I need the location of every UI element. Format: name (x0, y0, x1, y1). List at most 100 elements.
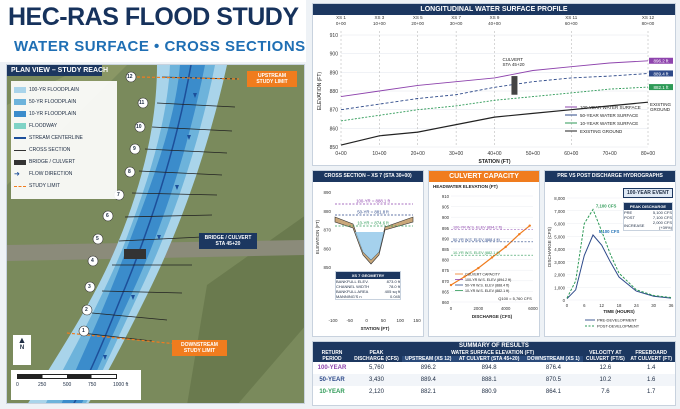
bridge-icon (14, 159, 26, 165)
y-axis-label: ELEVATION (FT) (317, 72, 323, 110)
table-row: CHANNEL WIDTH 78.0 ft (336, 284, 400, 289)
series-line (340, 73, 649, 111)
legend-item: 50-YR FLOODPLAIN (14, 96, 114, 108)
culvert-mark (511, 76, 518, 95)
capacity-point (490, 256, 494, 259)
legend-label: PRE-DEVELOPMENT (597, 318, 637, 323)
xs-number: 7 (117, 192, 120, 198)
x-tick-label: 80+00 (641, 151, 655, 157)
capacity-point (504, 245, 507, 249)
table-row: BANKFULL AREA 405 sq ft (336, 289, 400, 294)
y-tick-label: 885 (442, 247, 450, 252)
geometry-table: BANKFULL ELEV. 873.0 ft CHANNEL WIDTH 78.0… (336, 279, 400, 299)
y-axis-label: DISCHARGE (CFS) (547, 227, 552, 268)
legend-label: 50-YR W.S. ELEV (888.4 ft) (465, 284, 509, 288)
x-tick-label: 0+00 (335, 151, 346, 157)
geometry-title: XS 7 GEOMETRY (336, 272, 400, 279)
legend-label: EXISTING GROUND (580, 129, 623, 134)
end-label-badge (649, 57, 673, 64)
north-arrow-icon: ▲ (17, 335, 27, 345)
north-arrow: ▲ N (13, 335, 31, 365)
wse-label: 100-YR W.S. ELEV (894.2 ft) (453, 225, 503, 229)
x-tick-label: -50 (347, 318, 354, 323)
scale-tick: 250 (38, 382, 47, 388)
peak-table: PRE 5,100 CFS POST 7,100 CFS INCREASE 2,000… (624, 210, 672, 230)
header: HEC-RAS FLOOD STUDY WATER SURFACE • CROS… (0, 0, 306, 62)
flow-arrows (103, 93, 197, 360)
legend-item: STREAM CENTERLINE (14, 132, 114, 144)
y-tick-label: 910 (330, 33, 339, 39)
y-tick-label: 2,000 (554, 273, 565, 278)
legend-swatch (14, 87, 26, 93)
x-tick-label: 36 (669, 303, 674, 308)
xs-label: XS 5 (413, 15, 423, 20)
y-tick-label: 895 (442, 226, 450, 231)
q100-label: Q100 = 5,760 CFS (498, 296, 532, 301)
plan-view: 1 2 3 4 5 6 7 8 9 10 11 12 PLAN VIEW – S… (6, 64, 305, 404)
x-tick-label: 50+00 (526, 151, 540, 157)
scale-bar-graphic (17, 374, 117, 379)
summary-header-row: RETURN PERIOD PEAK DISCHARGE (CFS) WATER… (313, 350, 675, 362)
y-tick-label: 1,000 (554, 285, 565, 290)
study-limit-icon (14, 185, 26, 187)
wse-label: 100-YR = 888.1 ft (356, 199, 391, 204)
table-row: INCREASE 2,000 CFS (+39%) (624, 220, 672, 230)
y-tick-label: 850 (330, 145, 339, 151)
culvert-chart: HEADWATER ELEVATION (FT) 910 905 900 895 890 8… (433, 184, 538, 319)
y-tick-label: 870 (442, 279, 450, 284)
scale-bar: 0 250 500 750 1000 ft (11, 370, 141, 400)
x-tick-label: 6000 (528, 306, 538, 311)
culvert-panel: CULVERT CAPACITY HEADWATER ELEVATION (FT… (428, 170, 540, 337)
x-tick-label: 24 (634, 303, 639, 308)
y-tick-label: 7,000 (554, 209, 565, 214)
hydro-panel: PRE VS POST DISCHARGE HYDROGRAPHS 8,000 7… (544, 170, 676, 337)
x-tick-label: 12 (599, 303, 604, 308)
xs-number: 9 (133, 146, 136, 152)
capacity-point (477, 266, 480, 270)
y-tick-label: 860 (323, 246, 331, 251)
y-tick-label: 880 (442, 258, 450, 263)
bridge-label: BRIDGE / CULVERT STA 45+20 (199, 233, 257, 249)
capacity-point (449, 283, 453, 287)
summary-title: SUMMARY OF RESULTS (313, 342, 675, 350)
legend-item: 10-YR FLOODPLAIN (14, 108, 114, 120)
x-tick-label: 10+00 (372, 151, 386, 157)
existing-ground-label: GROUND (650, 107, 671, 112)
ground-section (334, 216, 414, 265)
series-line (340, 86, 649, 122)
legend-label: 100-YR W.S. ELEV (894.2 ft) (465, 278, 511, 282)
culvert-label: STA 45+20 (502, 62, 525, 67)
xs-number: 8 (128, 169, 131, 175)
x-tick-label: 6 (583, 303, 586, 308)
xs-label: XS 11 (565, 15, 577, 20)
legend-swatch (14, 123, 26, 129)
legend-label: 100-YEAR WATER SURFACE (580, 105, 641, 110)
x-tick-label: 0 (566, 303, 569, 308)
wse-label: 50-YR = 881.8 ft (357, 210, 389, 215)
xs-number: 2 (85, 307, 88, 313)
legend-item: 100-YR FLOODPLAIN (14, 84, 114, 96)
x-tick-label: 30 (651, 303, 656, 308)
x-tick-label: 0 (365, 318, 368, 323)
north-label: N (19, 345, 25, 351)
legend-item: FLOODWAY (14, 120, 114, 132)
summary-panel: SUMMARY OF RESULTS RETURN PERIOD PEAK DI… (312, 341, 676, 406)
x-tick-label: 150 (413, 318, 421, 323)
xs-number: 12 (127, 74, 133, 80)
x-axis-label: STATION (FT) (361, 326, 390, 331)
xs-label: XS 1 (336, 15, 346, 20)
xs-number: 10 (136, 124, 142, 130)
scale-tick: 500 (63, 382, 72, 388)
table-row: POST 7,100 CFS (624, 215, 672, 220)
xs7-chart: 890 880 870 860 850 -100 -50 0 50 100 150 100-YR = … (315, 190, 421, 331)
xs-station: 80+00 (642, 21, 655, 26)
xs7-geometry: XS 7 GEOMETRY BANKFULL ELEV. 873.0 ft CHA… (335, 271, 401, 300)
legend-item: BRIDGE / CULVERT (14, 156, 114, 168)
y-tick-label: 870 (330, 108, 339, 114)
x-tick-label: 0 (450, 306, 453, 311)
y-tick-label: 6,000 (554, 222, 565, 227)
stream-line-icon (14, 137, 26, 139)
end-label: 889.4 ft (653, 71, 669, 76)
x-tick-label: 70+00 (603, 151, 617, 157)
y-tick-label: 8,000 (554, 196, 565, 201)
